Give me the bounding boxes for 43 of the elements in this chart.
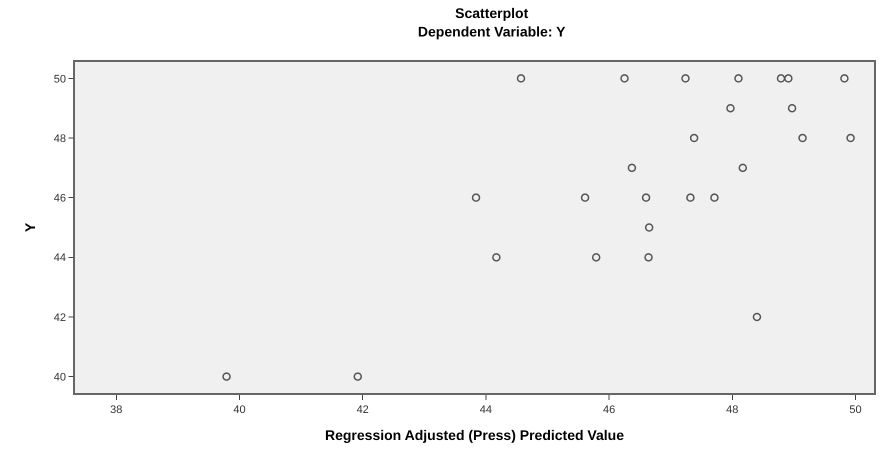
point [492,253,501,262]
point [726,104,735,112]
point [644,223,654,232]
point [840,74,849,83]
chart-title: Scatterplot [455,5,529,22]
x-tick-label: 48 [726,404,738,416]
x-tick-label: 38 [110,404,122,416]
point [776,74,786,83]
point [354,372,362,381]
point [686,193,695,202]
y-axis-title: Y [22,222,38,232]
point [784,74,793,83]
point [222,372,231,381]
y-tick-label: 42 [54,312,66,324]
point [788,104,796,112]
y-tick-label: 44 [54,252,66,264]
x-tick-label: 44 [480,404,492,416]
point [472,193,480,202]
point [681,74,690,83]
point [516,74,526,83]
point [798,134,807,142]
point [710,193,719,202]
point [738,164,748,172]
point [644,253,653,262]
point [628,164,636,172]
point [642,193,650,202]
y-tick-label: 50 [54,73,66,86]
point [752,312,762,322]
y-tick-label: 48 [54,132,66,145]
y-tick-label: 46 [54,192,66,205]
point [846,134,855,142]
x-axis-title: Regression Adjusted (Press) Predicted Value [324,426,624,443]
point [734,74,743,83]
point [580,193,590,202]
x-tick-label: 50 [849,404,862,416]
chart-subtitle: Dependent Variable: Y [418,23,566,40]
x-tick-label: 46 [602,404,616,416]
point [620,74,629,83]
point [690,134,698,142]
x-tick-label: 40 [233,404,246,416]
x-tick-label: 42 [356,404,369,416]
point [592,253,600,262]
y-tick-label: 40 [54,371,66,384]
